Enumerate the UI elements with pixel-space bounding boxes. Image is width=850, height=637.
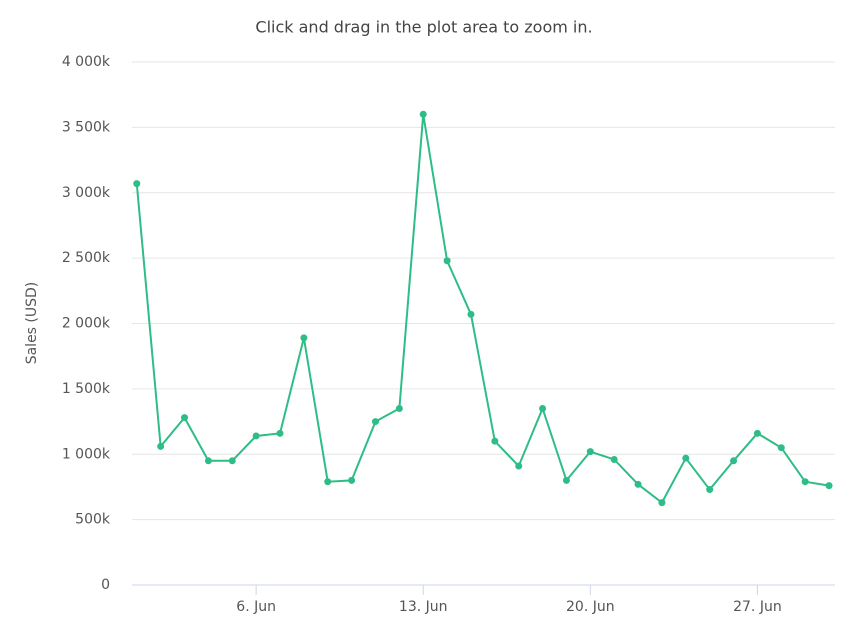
point: [539, 404, 547, 412]
point: [730, 457, 738, 465]
point: [371, 418, 379, 426]
point: [252, 432, 260, 440]
y-tick-label: 1 500k: [62, 381, 111, 397]
point: [419, 110, 427, 118]
y-tick-label: 500k: [75, 512, 111, 528]
point: [682, 454, 690, 462]
y-axis-label: Sales (USD): [24, 282, 40, 365]
x-tick-label: 27. Jun: [733, 599, 782, 615]
y-tick-label: 0: [101, 577, 110, 593]
point: [395, 404, 403, 412]
y-tick-label: 3 000k: [62, 185, 111, 201]
point: [777, 444, 785, 452]
point: [562, 476, 570, 484]
x-tick-label: 13. Jun: [399, 599, 448, 615]
point: [443, 257, 451, 265]
point: [300, 334, 308, 342]
point: [204, 457, 212, 465]
chart-title: Click and drag in the plot area to zoom …: [255, 18, 592, 37]
point: [276, 429, 284, 437]
point: [181, 414, 189, 422]
point: [801, 478, 809, 486]
point: [706, 486, 714, 494]
y-tick-label: 1 000k: [62, 446, 111, 462]
point: [348, 476, 356, 484]
y-tick-label: 3 500k: [62, 119, 111, 135]
point: [467, 310, 475, 318]
point: [324, 478, 332, 486]
x-tick-label: 6. Jun: [236, 599, 276, 615]
point: [491, 437, 499, 445]
point: [825, 482, 833, 490]
point: [157, 442, 165, 450]
point: [753, 429, 761, 437]
point: [610, 455, 618, 463]
line: [135, 114, 830, 505]
y-tick-label: 2 500k: [62, 250, 111, 266]
point: [634, 480, 642, 488]
point: [228, 457, 236, 465]
point: [658, 499, 666, 507]
x-tick-label: 20. Jun: [566, 599, 615, 615]
point: [515, 462, 523, 470]
y-tick-label: 2 000k: [62, 316, 111, 332]
point: [133, 180, 141, 188]
point: [586, 448, 594, 456]
y-tick-label: 4 000k: [62, 54, 111, 70]
